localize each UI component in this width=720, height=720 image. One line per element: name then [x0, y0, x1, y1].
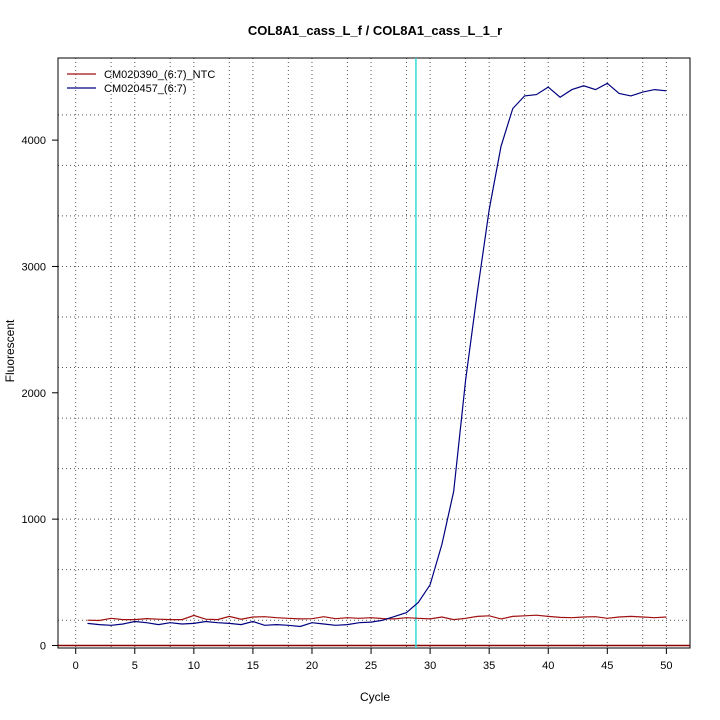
- y-axis-ticks: 0 1000 2000 3000 4000: [22, 135, 58, 652]
- x-tick-label: 25: [365, 660, 377, 672]
- series-line-2: [87, 82, 667, 628]
- plot-area: 0 5 10 15 20 25 30 35 40 45 50 0 1000 2000 3000 4000 CM0…: [22, 57, 691, 672]
- x-tick-label: 10: [188, 660, 200, 672]
- x-tick-label: 15: [247, 660, 259, 672]
- y-tick-label: 0: [40, 640, 46, 652]
- x-tick-label: 35: [483, 660, 495, 672]
- x-tick-label: 50: [660, 660, 672, 672]
- y-tick-label: 4000: [22, 135, 46, 147]
- x-tick-label: 20: [306, 660, 318, 672]
- legend: CM020390_(6:7)_NTC CM020457_(6:7): [67, 69, 215, 95]
- x-tick-label: 40: [542, 660, 554, 672]
- plot-frame: [57, 57, 691, 649]
- y-axis-label: Fluorescent: [3, 319, 17, 382]
- series-line-1: [87, 614, 667, 622]
- x-tick-label: 5: [132, 660, 138, 672]
- x-axis-ticks: 0 5 10 15 20 25 30 35 40 45 50: [73, 648, 672, 672]
- y-tick-label: 3000: [22, 261, 46, 273]
- legend-label: CM020457_(6:7): [104, 83, 187, 95]
- y-tick-label: 2000: [22, 388, 46, 400]
- x-tick-label: 30: [424, 660, 436, 672]
- legend-label: CM020390_(6:7)_NTC: [104, 69, 215, 81]
- x-tick-label: 45: [601, 660, 613, 672]
- grid-lines: [58, 58, 690, 648]
- y-tick-label: 1000: [22, 514, 46, 526]
- x-tick-label: 0: [73, 660, 79, 672]
- chart-title: COL8A1_cass_L_f / COL8A1_cass_L_1_r: [248, 23, 502, 38]
- x-axis-label: Cycle: [360, 690, 390, 704]
